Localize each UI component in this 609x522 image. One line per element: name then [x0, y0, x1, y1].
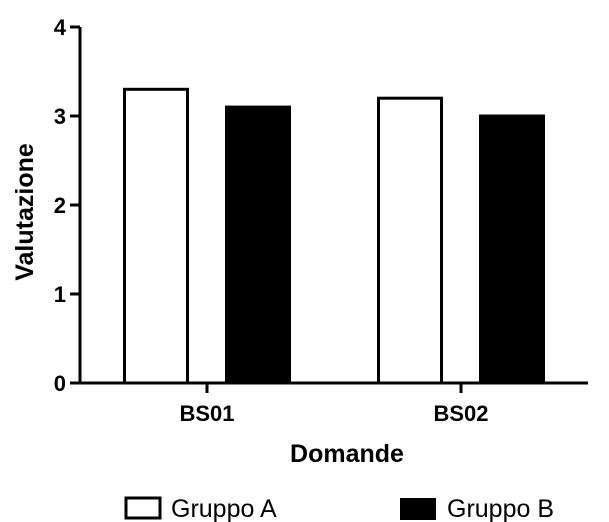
bar-bs01-gruppo-b — [225, 105, 291, 385]
y-tick-label-4: 4 — [54, 15, 67, 40]
y-tick-label-2: 2 — [54, 193, 66, 218]
legend-item-gruppo-b: Gruppo B — [400, 495, 554, 522]
legend-label-gruppo-b: Gruppo B — [447, 495, 554, 522]
legend-item-gruppo-a: Gruppo A — [124, 495, 277, 522]
x-axis-title: Domande — [290, 440, 404, 468]
y-axis-title: Valutazione — [11, 143, 39, 281]
bar-bs01-gruppo-a — [123, 87, 189, 385]
legend-label-gruppo-a: Gruppo A — [171, 495, 277, 522]
legend: Gruppo A Gruppo B — [124, 495, 554, 522]
x-tick-label-bs02: BS02 — [433, 401, 488, 426]
y-tick-label-3: 3 — [54, 104, 66, 129]
bar-bs02-gruppo-a — [377, 96, 443, 385]
x-tick-label-bs01: BS01 — [179, 401, 234, 426]
legend-swatch-gruppo-a — [124, 496, 162, 520]
y-tick-label-1: 1 — [54, 282, 66, 307]
y-tick-label-0: 0 — [54, 371, 66, 396]
bar-bs02-gruppo-b — [479, 114, 545, 385]
legend-swatch-gruppo-b — [400, 498, 436, 520]
